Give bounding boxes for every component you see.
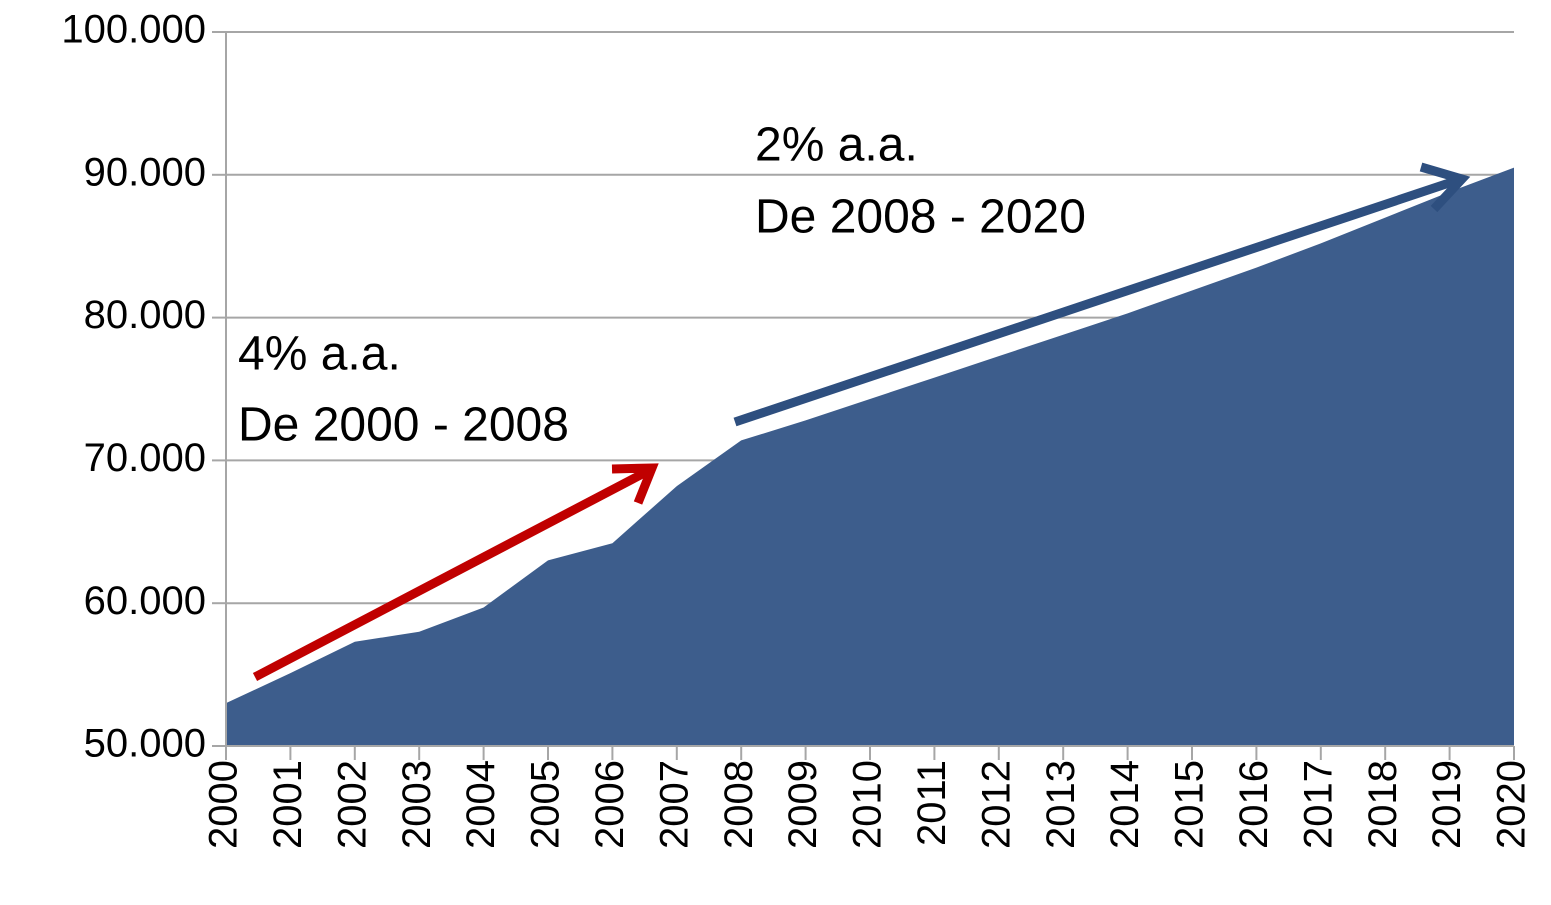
area — [226, 167, 1514, 746]
arrow-head — [611, 463, 659, 505]
x-tick-label: 2002 — [330, 760, 374, 849]
annotation: De 2008 - 2020 — [755, 191, 1086, 244]
arrow-head — [1419, 162, 1471, 213]
x-tick-label: 2003 — [395, 760, 439, 849]
x-tick-label: 2013 — [1039, 760, 1083, 849]
x-tick-label: 2009 — [781, 760, 825, 849]
x-tick-label: 2000 — [202, 760, 246, 849]
arrow — [252, 467, 651, 681]
y-tick-label: 60.000 — [84, 579, 206, 623]
y-tick-label: 50.000 — [84, 722, 206, 766]
annotation: 2% a.a. — [755, 119, 918, 172]
y-tick-label: 70.000 — [84, 436, 206, 480]
x-tick-label: 2010 — [846, 760, 890, 849]
annotation: 4% a.a. — [238, 328, 401, 381]
arrow — [733, 175, 1460, 427]
x-tick-label: 2016 — [1232, 760, 1276, 849]
x-tick-label: 2001 — [266, 760, 310, 849]
x-tick-label: 2017 — [1296, 760, 1340, 849]
y-tick-label: 90.000 — [84, 150, 206, 194]
x-tick-label: 2020 — [1490, 760, 1534, 849]
x-tick-label: 2015 — [1168, 760, 1212, 849]
plot: 50.000 60.000 70.000 80.000 90.000 100.000 200… — [61, 8, 1533, 849]
x-tick-label: 2014 — [1103, 760, 1147, 849]
annotation: De 2000 - 2008 — [238, 399, 569, 452]
x-tick-label: 2019 — [1425, 760, 1469, 849]
x-tick-label: 2012 — [974, 760, 1018, 849]
x-tick-label: 2004 — [459, 760, 503, 849]
x-tick-label: 2005 — [524, 760, 568, 849]
y-tick-label: 100.000 — [61, 8, 206, 52]
x-tick-label: 2011 — [910, 760, 954, 846]
y-tick-label: 80.000 — [84, 293, 206, 337]
x-tick-label: 2007 — [652, 760, 696, 849]
x-tick-label: 2018 — [1361, 760, 1405, 849]
x-tick-label: 2006 — [588, 760, 632, 849]
x-tick-label: 2008 — [717, 760, 761, 849]
